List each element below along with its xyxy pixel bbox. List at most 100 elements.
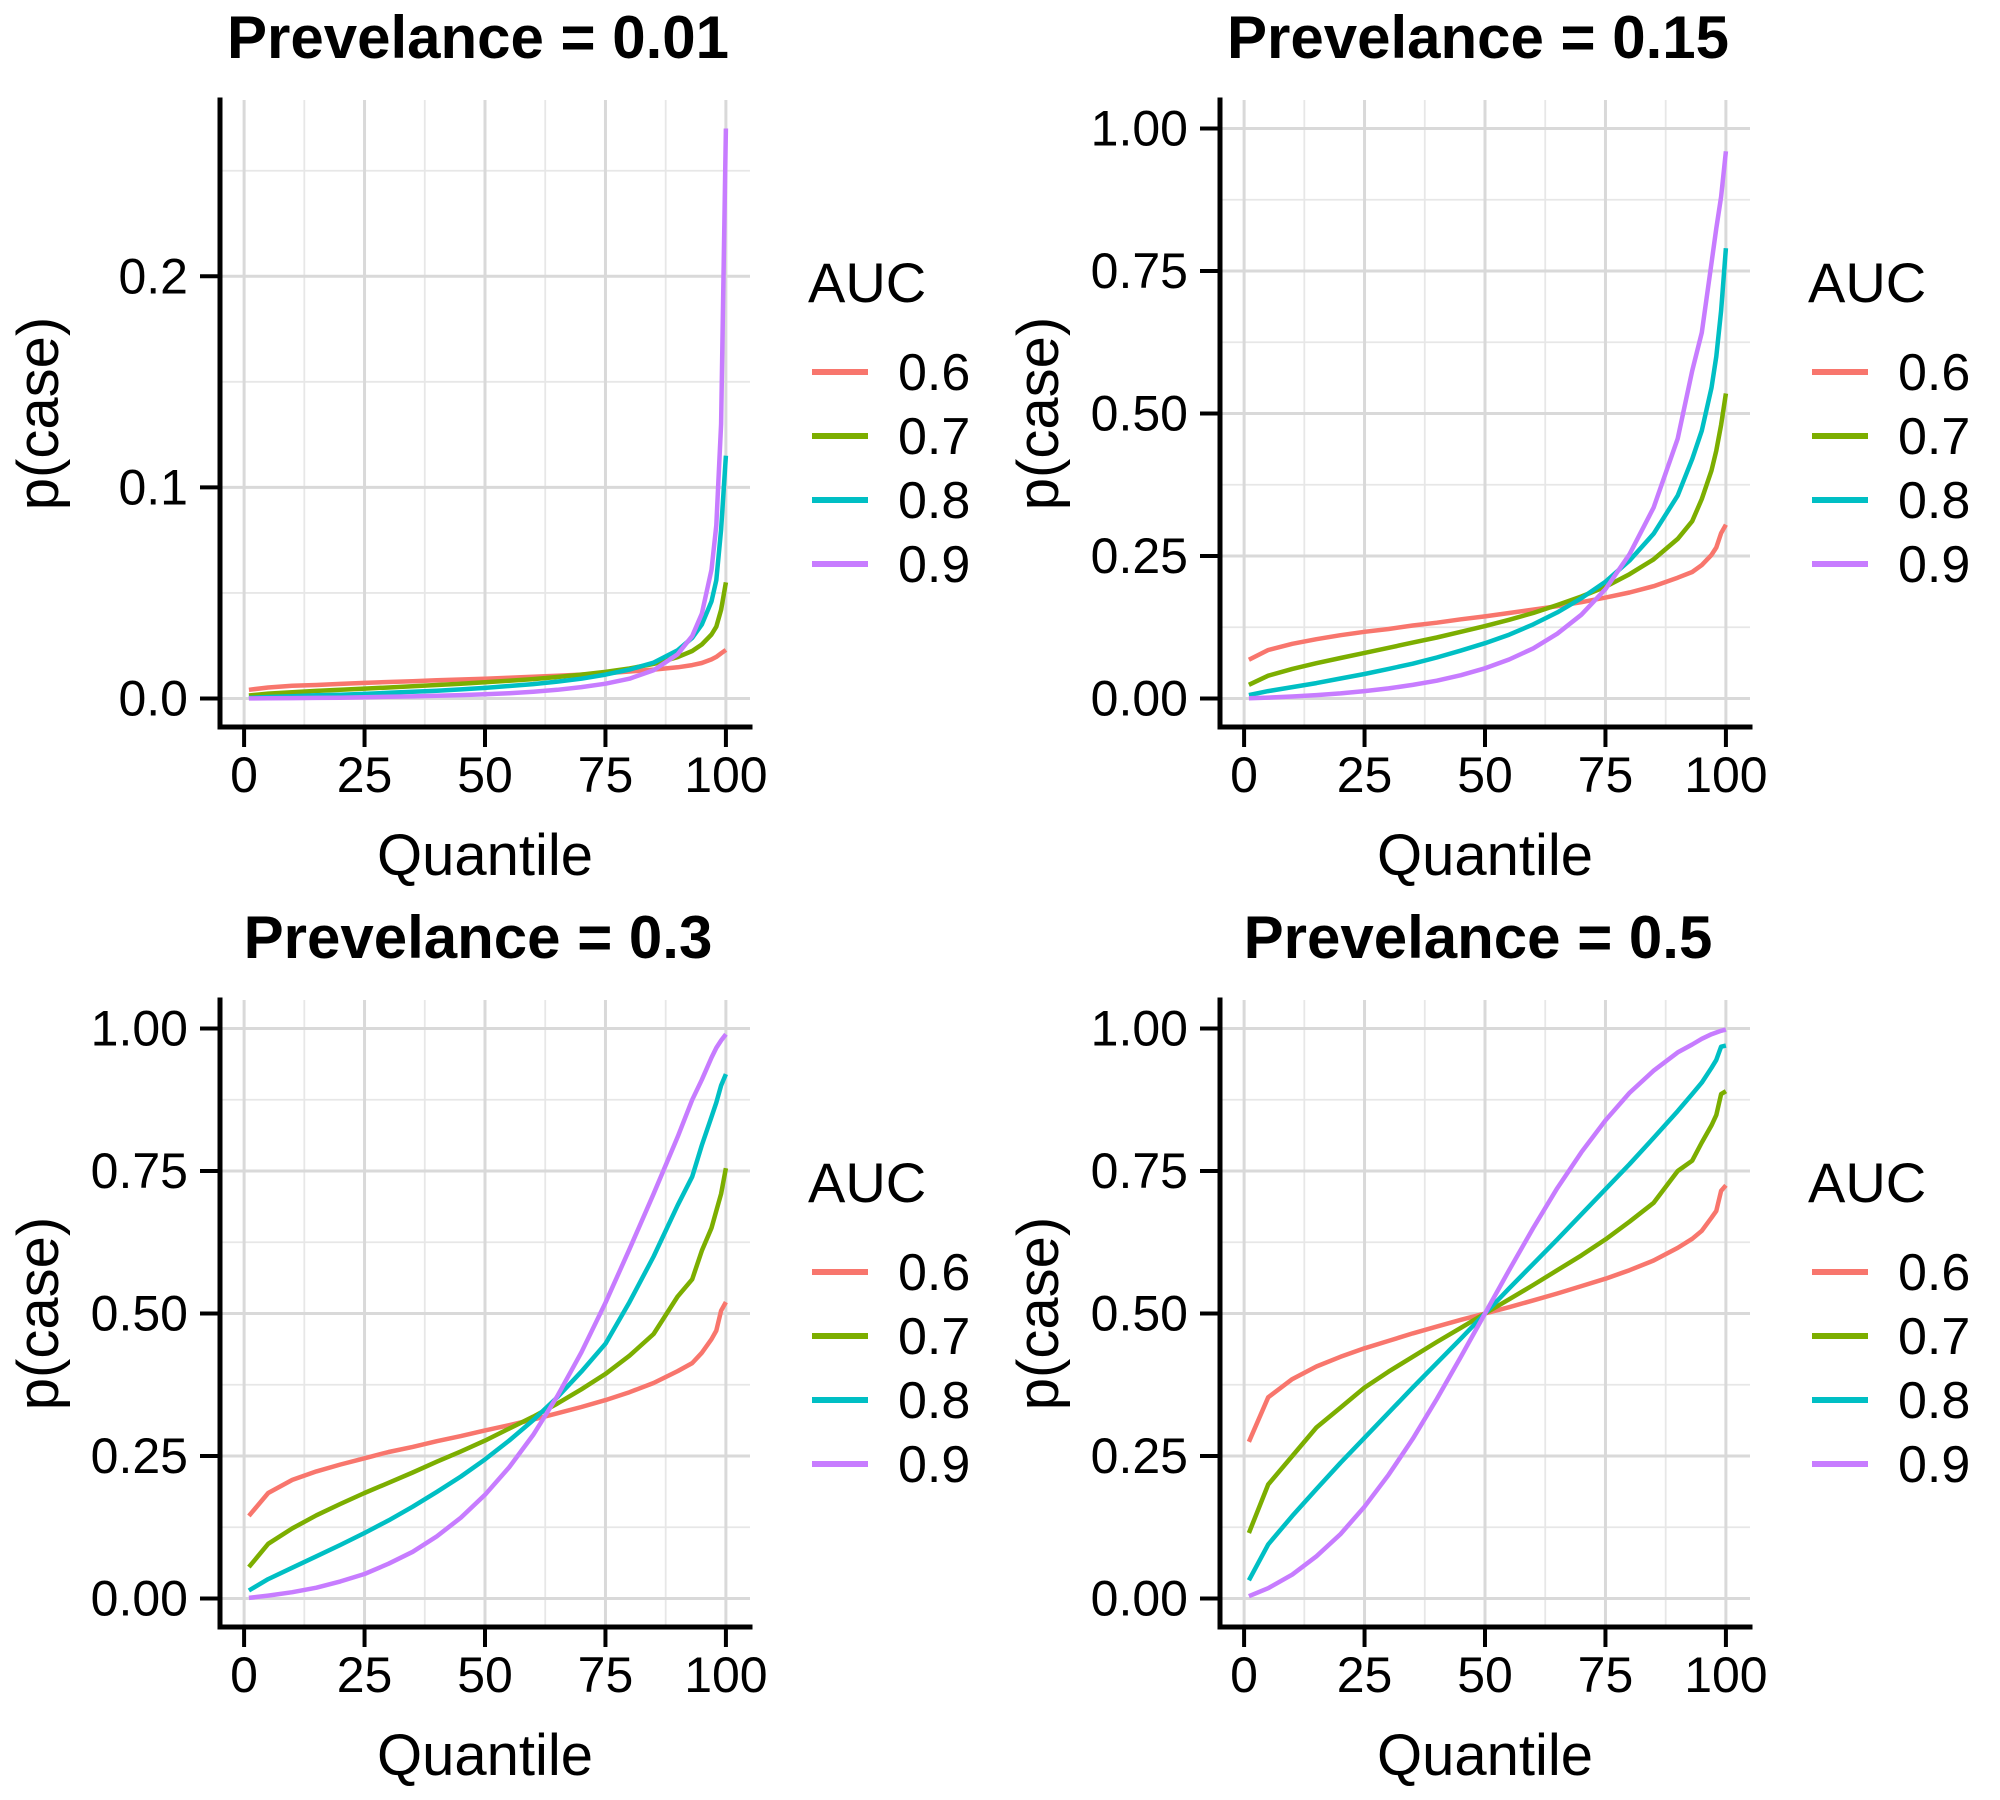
curve-auc-0.6 <box>248 648 728 693</box>
legend-label-auc-0.6: 0.6 <box>1898 1244 1970 1302</box>
x-axis-title: Quantile <box>1377 1723 1593 1788</box>
x-tick-label: 25 <box>337 747 393 803</box>
x-tick-label: 100 <box>1684 1647 1767 1703</box>
curves <box>1247 151 1729 701</box>
legend-label-auc-0.8: 0.8 <box>898 472 970 530</box>
tick-marks <box>200 274 728 747</box>
y-tick-label: 1.00 <box>1091 101 1188 157</box>
tick-marks <box>1200 1026 1728 1647</box>
y-tick-label: 0.1 <box>118 459 188 515</box>
curve-auc-0.9 <box>248 1032 728 1601</box>
legend-label-auc-0.9: 0.9 <box>898 536 970 594</box>
legend-label-auc-0.7: 0.7 <box>898 1308 970 1366</box>
curve-auc-0.8 <box>1248 248 1729 698</box>
x-tick-label: 25 <box>1337 1647 1393 1703</box>
x-tick-label: 100 <box>684 747 767 803</box>
legend-title: AUC <box>808 1151 926 1214</box>
chart-svg: 0 25 50 75 100 0.00 0.25 0.50 0.75 1.00 Quantile p(… <box>1006 904 1970 1788</box>
major-gridlines <box>220 100 750 727</box>
curve-auc-0.8 <box>248 455 729 701</box>
legend-label-auc-0.8: 0.8 <box>1898 472 1970 530</box>
y-tick-label: 0.50 <box>1091 1286 1188 1342</box>
x-tick-label: 75 <box>578 1647 634 1703</box>
curves <box>247 1032 729 1601</box>
x-tick-label: 75 <box>1578 1647 1634 1703</box>
y-tick-label: 0.00 <box>1091 1571 1188 1627</box>
legend-label-auc-0.8: 0.8 <box>1898 1372 1970 1430</box>
curve-auc-0.6 <box>1247 523 1728 662</box>
x-axis-title: Quantile <box>1377 823 1593 888</box>
x-axis-title: Quantile <box>377 1723 593 1788</box>
major-gridlines <box>220 1000 750 1627</box>
tick-marks <box>1200 126 1728 747</box>
x-tick-label: 0 <box>1230 1647 1258 1703</box>
x-axis-title: Quantile <box>377 823 593 888</box>
y-tick-label: 0.75 <box>1091 243 1188 299</box>
chart-panel-prevalence-0.01: 0 25 50 75 100 0.0 0.1 0.2 Quantile p(case) Prevel… <box>0 0 1000 900</box>
chart-svg: 0 25 50 75 100 0.0 0.1 0.2 Quantile p(case) Prevel… <box>6 4 970 888</box>
legend: AUC 0.6 0.7 0.8 0.9 <box>808 1151 970 1494</box>
curve-auc-0.9 <box>1248 1027 1727 1599</box>
curve-auc-0.8 <box>1246 1043 1727 1582</box>
x-tick-label: 50 <box>1457 747 1513 803</box>
y-tick-label: 0.00 <box>1091 671 1188 727</box>
legend-label-auc-0.7: 0.7 <box>1898 1308 1970 1366</box>
y-axis-title: p(case) <box>6 317 71 510</box>
curve-auc-0.7 <box>248 582 729 698</box>
curves <box>1246 1027 1728 1599</box>
y-tick-label: 1.00 <box>91 1001 188 1057</box>
x-tick-label: 100 <box>684 1647 767 1703</box>
x-tick-label: 25 <box>1337 747 1393 803</box>
x-tick-label: 25 <box>337 1647 393 1703</box>
curve-auc-0.9 <box>248 128 729 701</box>
panel-title: Prevelance = 0.01 <box>227 4 729 71</box>
legend-label-auc-0.9: 0.9 <box>1898 536 1970 594</box>
legend-label-auc-0.9: 0.9 <box>898 1436 970 1494</box>
legend-label-auc-0.6: 0.6 <box>1898 344 1970 402</box>
y-tick-label: 0.75 <box>1091 1143 1188 1199</box>
legend: AUC 0.6 0.7 0.8 0.9 <box>808 251 970 594</box>
legend-label-auc-0.6: 0.6 <box>898 1244 970 1302</box>
x-tick-label: 75 <box>1578 747 1634 803</box>
tick-marks <box>200 1026 728 1647</box>
chart-panel-prevalence-0.5: 0 25 50 75 100 0.00 0.25 0.50 0.75 1.00 Quantile p(… <box>1000 900 2000 1800</box>
chart-panel-prevalence-0.3: 0 25 50 75 100 0.00 0.25 0.50 0.75 1.00 Quantile p(… <box>0 900 1000 1800</box>
curve-auc-0.6 <box>1246 1183 1728 1443</box>
legend-label-auc-0.7: 0.7 <box>1898 408 1970 466</box>
y-tick-label: 0.50 <box>91 1286 188 1342</box>
x-tick-label: 100 <box>1684 747 1767 803</box>
y-axis-title: p(case) <box>6 1217 71 1410</box>
legend: AUC 0.6 0.7 0.8 0.9 <box>1808 251 1970 594</box>
y-tick-label: 0.50 <box>1091 386 1188 442</box>
y-tick-label: 0.75 <box>91 1143 188 1199</box>
y-tick-label: 0.25 <box>1091 528 1188 584</box>
y-axis-title: p(case) <box>1006 1217 1071 1410</box>
panel-title: Prevelance = 0.15 <box>1227 4 1729 71</box>
y-tick-label: 0.25 <box>91 1428 188 1484</box>
legend-label-auc-0.6: 0.6 <box>898 344 970 402</box>
legend-title: AUC <box>808 251 926 314</box>
legend-title: AUC <box>1808 1151 1926 1214</box>
legend-label-auc-0.8: 0.8 <box>898 1372 970 1430</box>
curve-auc-0.8 <box>247 1073 728 1593</box>
major-gridlines <box>1220 1000 1750 1627</box>
x-tick-label: 0 <box>1230 747 1258 803</box>
curve-auc-0.9 <box>1248 151 1729 701</box>
x-tick-label: 0 <box>230 747 258 803</box>
x-tick-label: 50 <box>457 747 513 803</box>
y-tick-label: 0.00 <box>91 1571 188 1627</box>
x-tick-label: 50 <box>457 1647 513 1703</box>
legend-label-auc-0.7: 0.7 <box>898 408 970 466</box>
curve-auc-0.7 <box>247 1167 729 1569</box>
y-tick-label: 0.2 <box>118 248 188 304</box>
chart-svg: 0 25 50 75 100 0.00 0.25 0.50 0.75 1.00 Quantile p(… <box>1006 4 1970 888</box>
panel-title: Prevelance = 0.5 <box>1244 904 1713 971</box>
x-tick-label: 0 <box>230 1647 258 1703</box>
y-tick-label: 0.25 <box>1091 1428 1188 1484</box>
legend: AUC 0.6 0.7 0.8 0.9 <box>1808 1151 1970 1494</box>
x-tick-label: 75 <box>578 747 634 803</box>
y-axis-title: p(case) <box>1006 317 1071 510</box>
x-tick-label: 50 <box>1457 1647 1513 1703</box>
curve-auc-0.7 <box>1246 1089 1728 1534</box>
